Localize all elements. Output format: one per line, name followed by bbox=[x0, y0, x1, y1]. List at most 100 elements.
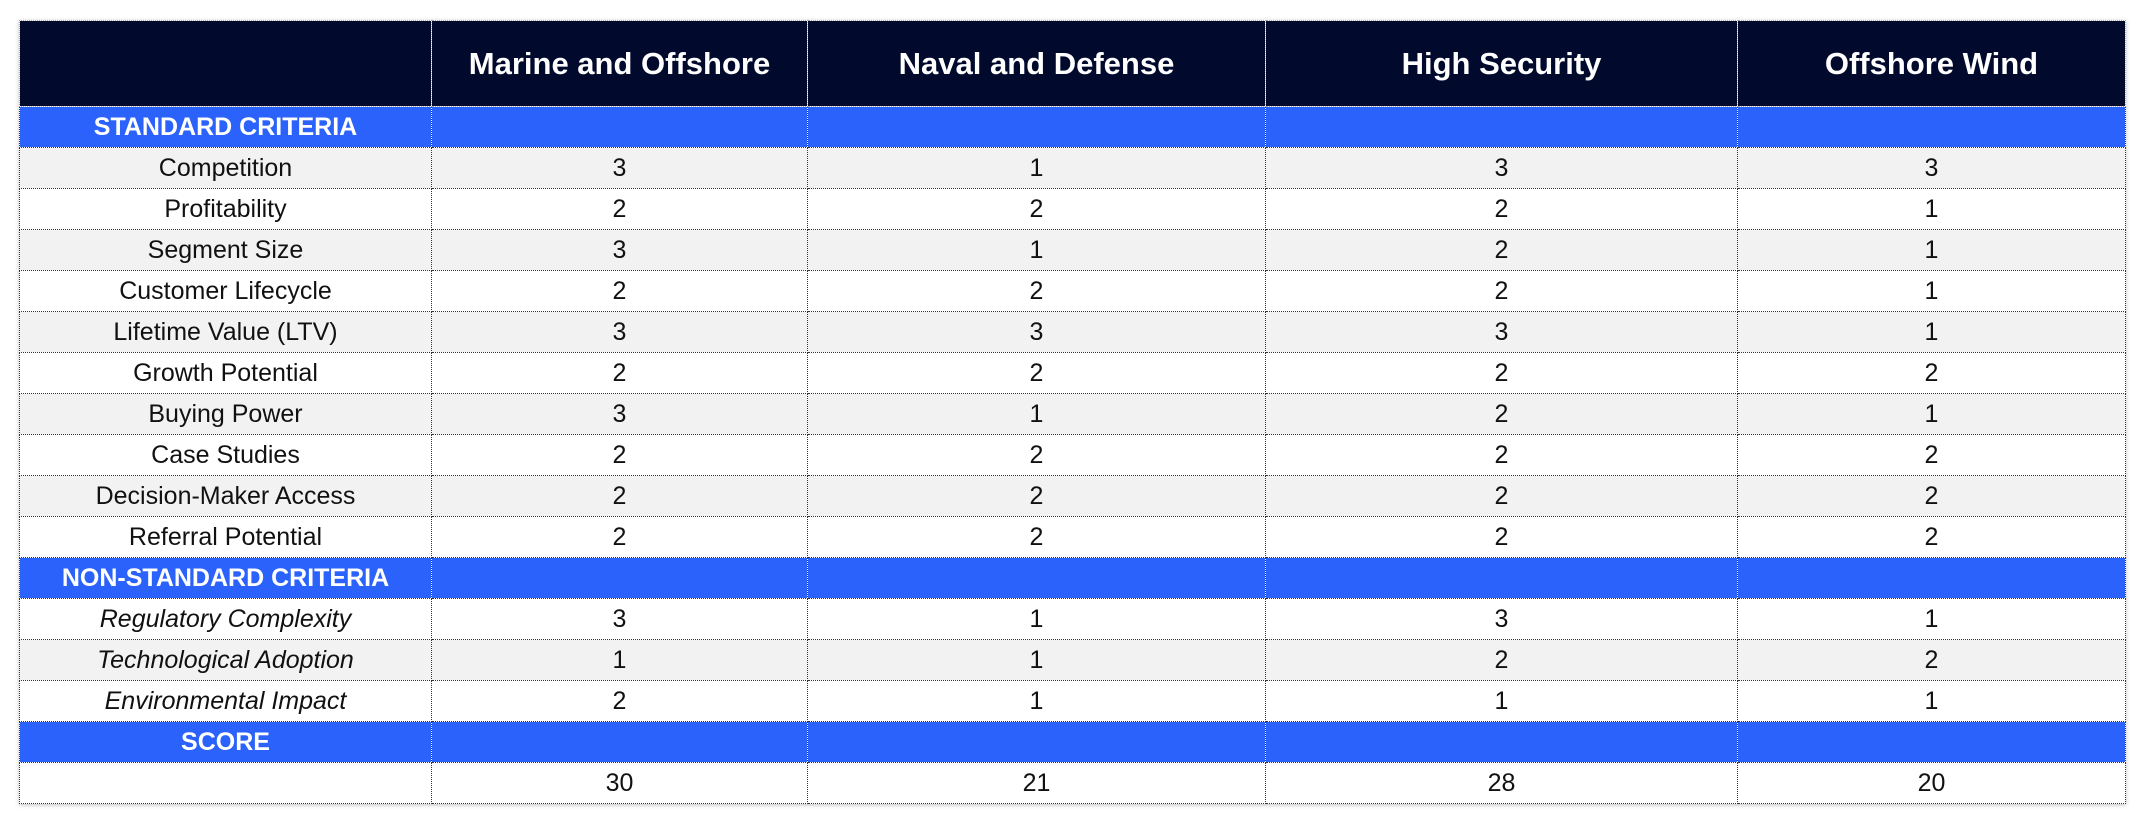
score-cell: 1 bbox=[1737, 311, 2126, 353]
score-cell: 2 bbox=[1737, 434, 2126, 476]
row-label: Competition bbox=[19, 147, 432, 189]
section-cell bbox=[1265, 721, 1738, 763]
row-label: Customer Lifecycle bbox=[19, 270, 432, 312]
row-label: Environmental Impact bbox=[19, 680, 432, 722]
row-label: Regulatory Complexity bbox=[19, 598, 432, 640]
section-cell bbox=[1265, 106, 1738, 148]
score-cell: 1 bbox=[1737, 598, 2126, 640]
score-cell: 2 bbox=[1265, 229, 1738, 271]
score-cell: 1 bbox=[1737, 270, 2126, 312]
criteria-row: Case Studies 2 2 2 2 bbox=[19, 434, 2126, 476]
score-cell: 2 bbox=[431, 680, 808, 722]
score-cell: 2 bbox=[1737, 639, 2126, 681]
score-cell: 30 bbox=[431, 762, 808, 804]
score-cell: 1 bbox=[807, 680, 1266, 722]
score-cell: 3 bbox=[1265, 598, 1738, 640]
row-label: Case Studies bbox=[19, 434, 432, 476]
criteria-row: Competition 3 1 3 3 bbox=[19, 147, 2126, 189]
criteria-row: Customer Lifecycle 2 2 2 1 bbox=[19, 270, 2126, 312]
criteria-row: Regulatory Complexity 3 1 3 1 bbox=[19, 598, 2126, 640]
score-cell: 2 bbox=[1265, 639, 1738, 681]
column-header: High Security bbox=[1265, 20, 1738, 107]
score-cell: 20 bbox=[1737, 762, 2126, 804]
score-cell: 2 bbox=[807, 434, 1266, 476]
section-cell bbox=[1737, 557, 2126, 599]
score-cell: 2 bbox=[1265, 516, 1738, 558]
score-cell: 1 bbox=[1737, 393, 2126, 435]
column-header: Naval and Defense bbox=[807, 20, 1266, 107]
score-cell: 2 bbox=[807, 188, 1266, 230]
score-cell: 3 bbox=[431, 598, 808, 640]
score-cell: 2 bbox=[1737, 475, 2126, 517]
score-cell: 3 bbox=[431, 311, 808, 353]
section-cell bbox=[431, 106, 808, 148]
score-cell: 2 bbox=[431, 270, 808, 312]
criteria-row: Decision-Maker Access 2 2 2 2 bbox=[19, 475, 2126, 517]
header-row: Marine and Offshore Naval and Defense High… bbox=[19, 20, 2126, 107]
section-row: SCORE bbox=[19, 721, 2126, 763]
score-cell: 2 bbox=[1737, 516, 2126, 558]
score-cell: 1 bbox=[1737, 188, 2126, 230]
section-cell bbox=[1737, 721, 2126, 763]
row-label bbox=[19, 762, 432, 804]
section-row: STANDARD CRITERIA bbox=[19, 106, 2126, 148]
column-header: Marine and Offshore bbox=[431, 20, 808, 107]
score-cell: 1 bbox=[431, 639, 808, 681]
row-label: Buying Power bbox=[19, 393, 432, 435]
row-label: Segment Size bbox=[19, 229, 432, 271]
score-cell: 1 bbox=[807, 229, 1266, 271]
row-label: Lifetime Value (LTV) bbox=[19, 311, 432, 353]
score-cell: 3 bbox=[1737, 147, 2126, 189]
criteria-row: Buying Power 3 1 2 1 bbox=[19, 393, 2126, 435]
section-title: SCORE bbox=[19, 721, 432, 763]
section-cell bbox=[1737, 106, 2126, 148]
section-cell bbox=[807, 106, 1266, 148]
scoring-table: Marine and Offshore Naval and Defense High… bbox=[19, 20, 2126, 804]
score-cell: 2 bbox=[431, 352, 808, 394]
criteria-row: Environmental Impact 2 1 1 1 bbox=[19, 680, 2126, 722]
score-cell: 2 bbox=[1265, 393, 1738, 435]
score-cell: 1 bbox=[807, 147, 1266, 189]
score-cell: 3 bbox=[1265, 147, 1738, 189]
score-cell: 2 bbox=[431, 188, 808, 230]
row-label: Decision-Maker Access bbox=[19, 475, 432, 517]
score-cell: 2 bbox=[431, 516, 808, 558]
score-cell: 2 bbox=[1265, 352, 1738, 394]
row-label: Technological Adoption bbox=[19, 639, 432, 681]
criteria-row: Profitability 2 2 2 1 bbox=[19, 188, 2126, 230]
row-label: Growth Potential bbox=[19, 352, 432, 394]
criteria-row: Growth Potential 2 2 2 2 bbox=[19, 352, 2126, 394]
score-cell: 2 bbox=[807, 516, 1266, 558]
section-cell bbox=[431, 557, 808, 599]
score-cell: 2 bbox=[431, 434, 808, 476]
criteria-row: Segment Size 3 1 2 1 bbox=[19, 229, 2126, 271]
section-cell bbox=[807, 557, 1266, 599]
section-title: STANDARD CRITERIA bbox=[19, 106, 432, 148]
score-cell: 2 bbox=[1265, 434, 1738, 476]
section-cell bbox=[431, 721, 808, 763]
criteria-row: 30 21 28 20 bbox=[19, 762, 2126, 804]
score-cell: 1 bbox=[1265, 680, 1738, 722]
criteria-row: Referral Potential 2 2 2 2 bbox=[19, 516, 2126, 558]
criteria-row: Technological Adoption 1 1 2 2 bbox=[19, 639, 2126, 681]
score-cell: 1 bbox=[807, 598, 1266, 640]
section-cell bbox=[807, 721, 1266, 763]
score-cell: 3 bbox=[807, 311, 1266, 353]
section-row: NON-STANDARD CRITERIA bbox=[19, 557, 2126, 599]
score-cell: 2 bbox=[807, 352, 1266, 394]
score-cell: 2 bbox=[807, 270, 1266, 312]
row-label: Profitability bbox=[19, 188, 432, 230]
row-label: Referral Potential bbox=[19, 516, 432, 558]
score-cell: 2 bbox=[1265, 270, 1738, 312]
score-cell: 21 bbox=[807, 762, 1266, 804]
score-cell: 3 bbox=[431, 147, 808, 189]
score-cell: 1 bbox=[1737, 680, 2126, 722]
table-body: STANDARD CRITERIA Competition 3 1 3 3 Profitab… bbox=[19, 106, 2126, 804]
section-cell bbox=[1265, 557, 1738, 599]
criteria-row: Lifetime Value (LTV) 3 3 3 1 bbox=[19, 311, 2126, 353]
score-cell: 2 bbox=[1265, 188, 1738, 230]
section-title: NON-STANDARD CRITERIA bbox=[19, 557, 432, 599]
score-cell: 1 bbox=[807, 393, 1266, 435]
score-cell: 3 bbox=[431, 229, 808, 271]
